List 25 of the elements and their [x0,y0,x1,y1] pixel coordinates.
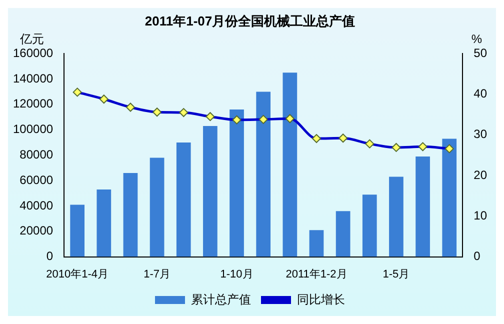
y2-tick-label: 40 [474,86,488,101]
legend-label: 累计总产值 [191,292,251,306]
y-tick-label: 140000 [12,71,54,86]
y2-tick-label: 50 [474,46,488,60]
y-tick-label: 0 [46,249,54,264]
y2-tick-label: 30 [474,127,488,142]
y2-tick-label: 0 [474,249,481,264]
x-tick-label: 1-10月 [220,268,254,280]
legend-label: 同比增长 [297,292,345,306]
x-tick-label: 1-7月 [144,268,171,280]
y-tick-label: 40000 [20,198,54,212]
y-axis-title: 亿元 [19,32,44,46]
x-tick-label: 2011年1-2月 [286,268,348,280]
x-tick-label: 2010年1-4月 [46,268,109,280]
y-tick-label: 100000 [12,122,54,136]
y-tick-label: 20000 [20,224,54,238]
y-tick-label: 160000 [12,46,54,60]
chart-title: 2011年1-07月份全国机械工业总产值 [144,13,356,28]
y2-axis-title: % [471,32,482,46]
y-tick-label: 120000 [12,96,54,111]
x-tick-label: 1-5月 [382,268,410,280]
y2-tick-label: 20 [474,168,488,182]
y2-tick-label: 10 [474,208,488,222]
y-tick-label: 80000 [20,148,54,162]
y-tick-label: 60000 [20,172,54,187]
